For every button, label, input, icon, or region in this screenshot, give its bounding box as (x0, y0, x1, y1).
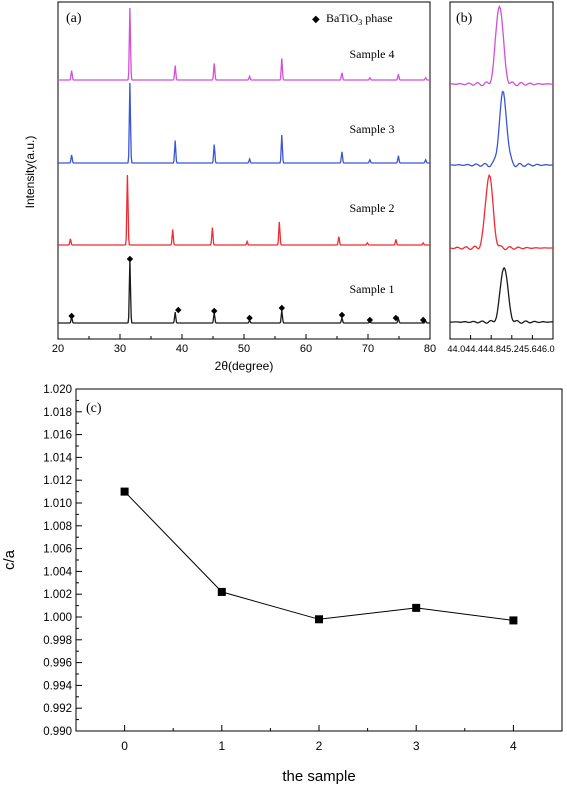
panel-c-data-points (120, 487, 518, 625)
phase-marker (338, 311, 346, 319)
panel-c-y-axis-label: c/a (1, 549, 18, 570)
panel-b-series-group (449, 4, 554, 324)
legend-marker: ◆ (312, 14, 320, 25)
panel-b-x-tick-labels: 44.044.444.845.245.646.0 (447, 344, 554, 354)
panel-a-phase-markers (68, 255, 427, 324)
xrd-line-sample-2 (58, 174, 430, 246)
y-tick-label: 1.008 (43, 521, 72, 533)
panel-a-label: (a) (66, 11, 82, 26)
panel-b-x-ticks (449, 335, 554, 339)
phase-marker (246, 314, 253, 322)
data-point (412, 603, 421, 612)
xrd-line-sample-3 (58, 82, 430, 164)
x-tick-label: 4 (510, 739, 517, 753)
data-point (120, 487, 129, 496)
panel-b-zoomed-peaks: (b) 44.044.444.845.245.646.0 (447, 1, 555, 354)
panel-c-label: (c) (86, 401, 102, 416)
legend-label-main: BaTiO (326, 11, 359, 25)
phase-marker (419, 316, 427, 324)
panel-a-x-ticks: 20 30 40 50 60 70 80 (52, 334, 436, 355)
x-tick-label: 50 (238, 343, 250, 355)
y-tick-label: 1.004 (43, 566, 72, 578)
x-tick-label: 0 (121, 739, 128, 753)
series-label-3: Sample 3 (350, 122, 395, 136)
zoom-peak-line-1 (449, 267, 554, 324)
phase-marker (68, 312, 75, 320)
legend-label: BaTiO3 phase (326, 11, 393, 27)
y-tick-label: 0.994 (43, 680, 72, 692)
phase-marker (211, 307, 218, 315)
panel-a-series-group: Sample 4 Sample 3 Sample 2 Sample 1 (58, 7, 430, 324)
panel-a-x-axis-label: 2θ(degree) (215, 359, 274, 373)
panel-c-ca-ratio: (c) 0.990 0.992 0.994 0.996 0.998 1.000 1.002 1… (1, 384, 563, 785)
panel-c-x-axis-label: the sample (282, 768, 355, 785)
y-tick-label: 1.006 (43, 544, 72, 556)
zoom-peak-line-3 (450, 90, 554, 168)
series-label-4: Sample 4 (350, 47, 395, 61)
x-tick-label: 40 (176, 343, 188, 355)
y-tick-label: 1.014 (43, 452, 72, 464)
phase-marker (392, 314, 400, 322)
phase-marker (175, 306, 182, 314)
panel-b-label: (b) (456, 11, 473, 26)
x-tick-label: 70 (362, 343, 374, 355)
panel-c-x-ticks: 0 1 2 3 4 (75, 725, 563, 753)
y-tick-label: 0.998 (43, 635, 72, 647)
series-label-2: Sample 2 (350, 201, 395, 215)
x-tick-label: 1 (218, 739, 225, 753)
x-tick-label: 60 (300, 343, 312, 355)
phase-marker (278, 304, 286, 312)
zoom-peak-line-2 (449, 173, 553, 251)
y-tick-label: 1.010 (43, 498, 72, 510)
panel-c-y-ticks: 0.990 0.992 0.994 0.996 0.998 1.000 1.002 1.004… (43, 384, 82, 738)
ca-ratio-line (124, 491, 514, 621)
panel-b-frame (449, 1, 554, 340)
panel-a-legend: ◆ BaTiO3 phase (312, 11, 393, 27)
phase-marker (366, 316, 374, 324)
legend-label-sub: 3 (358, 18, 362, 27)
x-tick-label: 3 (413, 739, 420, 753)
x-tick-label: 20 (52, 343, 64, 355)
y-tick-label: 1.020 (43, 384, 72, 396)
y-tick-label: 0.990 (43, 726, 72, 738)
series-label-1: Sample 1 (350, 282, 395, 296)
y-tick-label: 1.000 (43, 612, 72, 624)
y-tick-label: 1.012 (43, 475, 72, 487)
x-tick-label: 30 (114, 343, 126, 355)
x-tick-label: 2 (316, 739, 323, 753)
data-point (217, 587, 226, 596)
panel-c-series-line (124, 491, 514, 621)
data-point (509, 616, 518, 625)
data-point (315, 615, 323, 624)
xrd-line-sample-4 (58, 7, 430, 81)
xrd-line-sample-1 (58, 258, 430, 324)
y-tick-label: 0.992 (43, 703, 72, 715)
y-tick-label: 1.002 (43, 589, 72, 601)
panel-c-frame (75, 388, 563, 732)
legend-label-suffix: phase (362, 11, 392, 25)
y-tick-label: 1.018 (43, 407, 72, 419)
x-tick-label: 80 (424, 343, 436, 355)
y-tick-label: 1.016 (43, 430, 72, 442)
panel-a-y-axis-label: Intensity(a.u.) (23, 136, 37, 209)
zoom-peak-line-4 (449, 4, 553, 87)
y-tick-label: 0.996 (43, 658, 72, 670)
phase-marker (126, 255, 134, 263)
